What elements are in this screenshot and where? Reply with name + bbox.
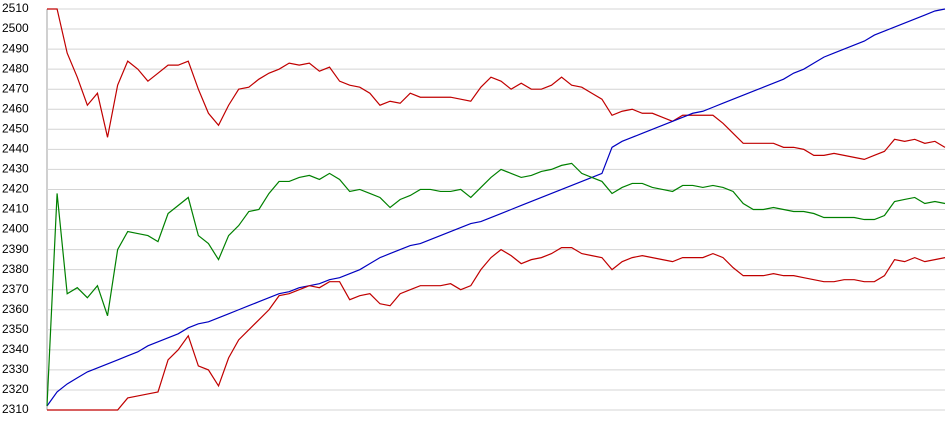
- y-tick-label: 2320: [2, 382, 29, 396]
- y-tick-label: 2490: [2, 41, 29, 55]
- line-series: [46, 162, 946, 407]
- y-tick-label: 2310: [2, 402, 29, 416]
- y-tick-label: 2400: [2, 222, 29, 236]
- y-tick-label: 2450: [2, 121, 29, 135]
- y-tick-label: 2360: [2, 302, 29, 316]
- y-tick-label: 2370: [2, 282, 29, 296]
- y-tick-label: 2410: [2, 202, 29, 216]
- line-series: [47, 8, 946, 161]
- y-tick-label: 2430: [2, 162, 29, 176]
- y-tick-label: 2440: [2, 142, 29, 156]
- y-tick-label: 2510: [2, 1, 29, 15]
- y-tick-label: 2470: [2, 81, 29, 95]
- line-series: [46, 8, 946, 407]
- y-tick-label: 2390: [2, 242, 29, 256]
- y-tick-label: 2380: [2, 262, 29, 276]
- y-tick-label: 2500: [2, 21, 29, 35]
- y-tick-label: 2460: [2, 101, 29, 115]
- y-tick-label: 2330: [2, 362, 29, 376]
- y-tick-label: 2480: [2, 61, 29, 75]
- line-series: [47, 246, 946, 411]
- y-tick-label: 2420: [2, 182, 29, 196]
- y-tick-label: 2340: [2, 342, 29, 356]
- y-tick-label: 2350: [2, 322, 29, 336]
